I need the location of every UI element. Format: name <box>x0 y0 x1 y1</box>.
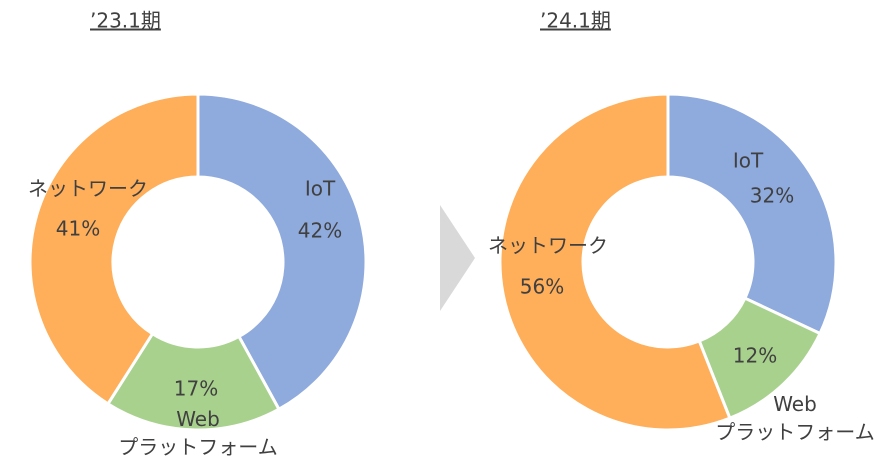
slice-value: 41% <box>56 217 100 241</box>
slice-label: Web プラットフォーム <box>118 407 277 459</box>
donut-slice <box>498 92 732 432</box>
slice-label: ネットワーク <box>488 234 608 258</box>
slice-label: IoT <box>305 177 336 201</box>
slice-label: Web プラットフォーム <box>715 392 874 444</box>
arrow <box>440 205 475 311</box>
slice-value: 42% <box>298 219 342 243</box>
chart-title: ’24.1期 <box>540 9 611 33</box>
slice-value: 56% <box>520 275 564 299</box>
donut-slice <box>105 331 281 432</box>
donut-slice <box>196 92 368 412</box>
slice-value: 32% <box>750 184 794 208</box>
slice-value: 12% <box>733 344 777 368</box>
donut-slice <box>28 92 200 406</box>
chart-title: ’23.1期 <box>90 9 161 33</box>
slice-label: IoT <box>733 149 764 173</box>
slice-label: ネットワーク <box>28 177 148 201</box>
donut-slice <box>666 92 838 336</box>
slice-value: 17% <box>174 377 218 401</box>
